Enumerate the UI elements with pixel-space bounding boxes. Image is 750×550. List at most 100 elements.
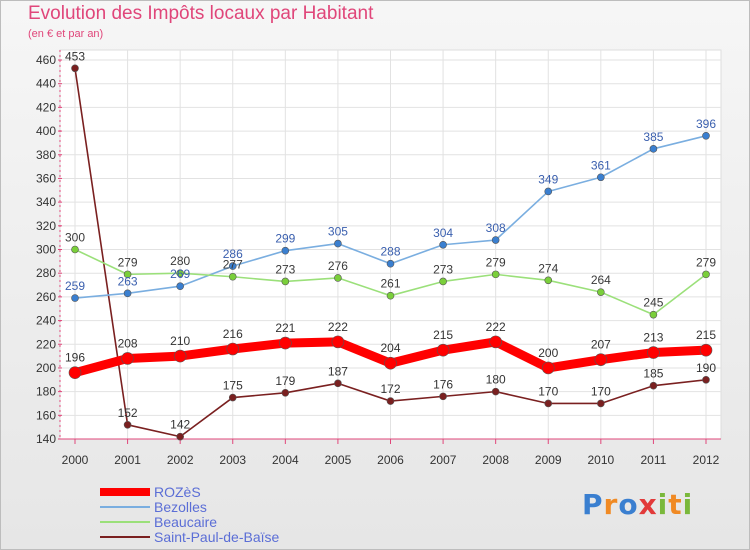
data-point-bezolles: [491, 236, 500, 244]
data-point-beaucaire: [281, 277, 290, 286]
data-point-bezolles: [702, 132, 710, 140]
data-label-rozes: 215: [433, 328, 453, 342]
data-label-rozes: 222: [328, 320, 348, 334]
data-point-rozes: [279, 336, 292, 350]
data-point-beaucaire: [597, 288, 605, 296]
logo-letter: x: [638, 488, 658, 521]
data-label-beaucaire: 280: [170, 254, 190, 268]
data-label-bezolles: 259: [65, 279, 85, 293]
legend-swatch-rozes: [100, 487, 150, 496]
data-point-beaucaire: [544, 276, 553, 285]
x-tick-label: 2007: [430, 453, 457, 467]
data-label-rozes: 207: [591, 338, 611, 352]
x-tick-label: 2005: [325, 453, 352, 467]
data-label-bezolles: 305: [328, 225, 348, 239]
data-point-bezolles: [649, 145, 658, 153]
logo-letter: o: [618, 488, 639, 521]
x-tick-label: 2004: [272, 453, 299, 467]
data-point-bezolles: [228, 262, 237, 270]
x-tick-label: 2008: [482, 453, 509, 467]
legend-item-rozes: ROZèS: [100, 484, 279, 500]
data-point-saint-paul-de-baise: [71, 64, 79, 73]
data-label-saint-paul-de-baise: 152: [118, 406, 138, 420]
y-tick-label: 180: [36, 385, 56, 399]
data-label-beaucaire: 279: [486, 255, 506, 269]
y-tick-label: 460: [36, 53, 56, 67]
data-point-bezolles: [123, 289, 132, 298]
y-tick-label: 280: [36, 266, 56, 280]
data-label-rozes: 208: [118, 336, 138, 350]
data-point-saint-paul-de-baise: [281, 389, 290, 397]
data-point-bezolles: [439, 240, 447, 249]
data-label-beaucaire: 279: [118, 255, 138, 269]
data-label-bezolles: 269: [170, 267, 190, 281]
data-point-rozes: [699, 343, 713, 357]
x-tick-label: 2002: [167, 453, 194, 467]
data-label-bezolles: 286: [223, 247, 243, 261]
data-point-saint-paul-de-baise: [544, 399, 553, 408]
data-point-beaucaire: [439, 277, 447, 286]
legend-swatch-saint-paul-de-baise: [100, 535, 150, 538]
data-label-rozes: 210: [170, 334, 190, 348]
data-label-saint-paul-de-baise: 172: [380, 382, 400, 396]
y-tick-label: 260: [36, 290, 56, 304]
data-point-beaucaire: [123, 270, 132, 279]
data-point-beaucaire: [334, 274, 342, 282]
logo-letter: t: [668, 488, 683, 521]
data-label-bezolles: 299: [275, 232, 295, 246]
data-label-saint-paul-de-baise: 179: [275, 374, 295, 388]
data-label-bezolles: 288: [380, 245, 400, 259]
data-point-rozes: [541, 361, 555, 375]
data-label-beaucaire: 273: [433, 262, 453, 276]
data-point-beaucaire: [649, 310, 658, 319]
x-tick-label: 2001: [114, 453, 141, 467]
data-point-beaucaire: [228, 272, 237, 281]
legend-label-bezolles: Bezolles: [154, 498, 207, 515]
data-point-beaucaire: [386, 291, 395, 300]
data-label-saint-paul-de-baise: 176: [433, 377, 453, 391]
data-point-bezolles: [544, 187, 553, 196]
data-label-beaucaire: 279: [696, 255, 716, 269]
x-tick-label: 2012: [693, 453, 720, 467]
data-point-bezolles: [386, 259, 395, 268]
data-point-beaucaire: [491, 270, 500, 279]
data-label-bezolles: 349: [538, 172, 558, 186]
y-tick-label: 140: [36, 432, 56, 446]
data-label-beaucaire: 277: [223, 258, 243, 272]
data-label-beaucaire: 276: [328, 259, 348, 273]
data-point-saint-paul-de-baise: [228, 393, 237, 402]
data-point-bezolles: [281, 246, 290, 255]
data-label-rozes: 215: [696, 328, 716, 342]
data-point-bezolles: [176, 282, 184, 291]
data-point-saint-paul-de-baise: [702, 375, 710, 384]
data-point-rozes: [331, 335, 345, 349]
data-point-rozes: [489, 335, 502, 349]
legend-swatch-bezolles: [100, 505, 150, 508]
data-label-rozes: 213: [643, 331, 663, 345]
data-point-bezolles: [597, 173, 605, 182]
chart-subtitle: (en € et par an): [28, 28, 104, 40]
legend-item-beaucaire: Beaucaire: [100, 514, 279, 530]
data-point-saint-paul-de-baise: [597, 399, 605, 408]
data-label-bezolles: 263: [118, 274, 138, 288]
y-tick-label: 200: [36, 361, 56, 375]
data-label-rozes: 222: [486, 320, 506, 334]
y-tick-label: 360: [36, 171, 56, 185]
data-label-rozes: 196: [65, 351, 85, 365]
data-point-rozes: [647, 346, 660, 359]
data-label-rozes: 221: [275, 321, 295, 335]
data-point-rozes: [121, 352, 134, 365]
y-tick-label: 400: [36, 124, 56, 138]
data-point-bezolles: [334, 239, 342, 248]
data-label-bezolles: 385: [643, 130, 663, 144]
data-label-bezolles: 361: [591, 158, 611, 172]
data-point-saint-paul-de-baise: [649, 381, 658, 390]
data-label-rozes: 200: [538, 346, 558, 360]
data-point-saint-paul-de-baise: [386, 397, 395, 405]
data-label-saint-paul-de-baise: 185: [643, 367, 663, 381]
data-point-rozes: [436, 343, 450, 357]
data-label-bezolles: 308: [486, 221, 506, 235]
logo-letter: P: [582, 488, 604, 521]
data-point-saint-paul-de-baise: [439, 392, 447, 401]
